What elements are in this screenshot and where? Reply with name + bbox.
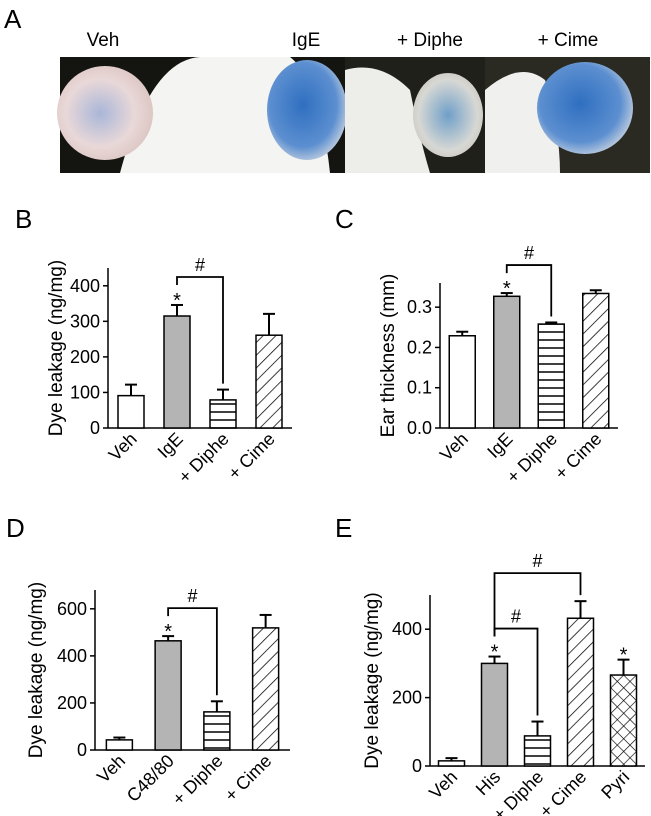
y-tick-label: 400: [392, 619, 422, 639]
bar: [255, 334, 283, 429]
bar: [523, 735, 552, 767]
x-tick-label: + Cime: [551, 429, 606, 484]
x-tick-label: + Diphe: [168, 751, 226, 809]
y-tick-label: 400: [70, 276, 100, 296]
bar: [154, 640, 182, 751]
photo-label: Veh: [87, 30, 120, 51]
bar: [448, 335, 476, 429]
panel-letter: A: [4, 4, 22, 34]
significance-marker: *: [173, 290, 181, 312]
panel-letter: E: [335, 513, 352, 543]
y-tick-label: 200: [57, 693, 87, 713]
bar: [493, 295, 521, 429]
y-tick-label: 600: [57, 599, 87, 619]
bracket-line: [505, 264, 553, 317]
bar: [566, 617, 595, 767]
y-tick-label: 0.2: [407, 337, 432, 357]
x-tick-label: IgE: [154, 429, 187, 462]
x-tick-label: Pyri: [597, 767, 633, 803]
bar: [251, 627, 280, 751]
y-axis-label: Dye leakage (ng/mg): [26, 582, 47, 758]
bar: [163, 315, 191, 429]
significance-marker: *: [164, 621, 172, 643]
y-tick-label: 300: [70, 311, 100, 331]
bar: [609, 674, 638, 767]
bracket-line: [167, 607, 218, 696]
y-tick-label: 0.0: [407, 418, 432, 438]
bar: [203, 711, 231, 751]
y-tick-label: 0.1: [407, 378, 432, 398]
bracket-label: #: [195, 255, 205, 275]
bracket-label: #: [532, 551, 542, 571]
bracket: #: [176, 255, 224, 384]
y-tick-label: 200: [392, 688, 422, 708]
photo-label: IgE: [292, 30, 321, 51]
bracket: #: [505, 243, 553, 317]
bar: [437, 760, 466, 767]
y-axis-label: Dye leakage (ng/mg): [46, 260, 67, 436]
x-tick-label: IgE: [483, 429, 516, 462]
photo-panel: [57, 57, 650, 173]
significance-marker: *: [503, 278, 511, 300]
panel-letter: B: [15, 204, 32, 234]
y-tick-label: 200: [70, 347, 100, 367]
y-axis-label: Dye leakage (ng/mg): [362, 592, 383, 768]
x-tick-label: Veh: [425, 767, 461, 803]
x-tick-label: Veh: [93, 751, 129, 787]
bracket-line: [493, 572, 582, 637]
x-tick-label: Veh: [105, 429, 141, 465]
bracket-label: #: [511, 607, 521, 627]
bar: [480, 662, 509, 767]
y-tick-label: 0.3: [407, 297, 432, 317]
x-tick-label: + Cime: [224, 429, 279, 484]
bracket-line: [176, 276, 224, 384]
significance-marker: *: [491, 642, 499, 664]
x-tick-label: + Cime: [536, 767, 591, 816]
photo-label: + Diphe: [397, 30, 463, 51]
y-tick-label: 400: [57, 646, 87, 666]
y-axis-label: Ear thickness (mm): [378, 274, 399, 438]
x-tick-label: + Diphe: [503, 429, 561, 487]
x-tick-label: His: [472, 767, 505, 800]
bar: [209, 399, 237, 429]
bracket: #: [167, 586, 218, 696]
y-tick-label: 100: [70, 382, 100, 402]
y-tick-label: 0: [90, 418, 100, 438]
bar: [117, 394, 145, 429]
bar: [105, 739, 134, 751]
x-tick-label: + Diphe: [174, 429, 232, 487]
photo-label: + Cime: [538, 30, 599, 51]
y-tick-label: 0: [77, 740, 87, 760]
bracket-label: #: [187, 586, 197, 606]
bar: [537, 323, 565, 429]
bar: [582, 292, 610, 429]
y-tick-label: 0: [412, 756, 422, 776]
bracket-label: #: [524, 243, 534, 263]
x-tick-label: Veh: [436, 429, 472, 465]
panel-letter: D: [6, 513, 25, 543]
panel-letter: C: [335, 204, 354, 234]
bracket: #: [493, 551, 582, 637]
significance-marker: *: [620, 645, 628, 667]
x-tick-label: + Cime: [221, 751, 276, 806]
